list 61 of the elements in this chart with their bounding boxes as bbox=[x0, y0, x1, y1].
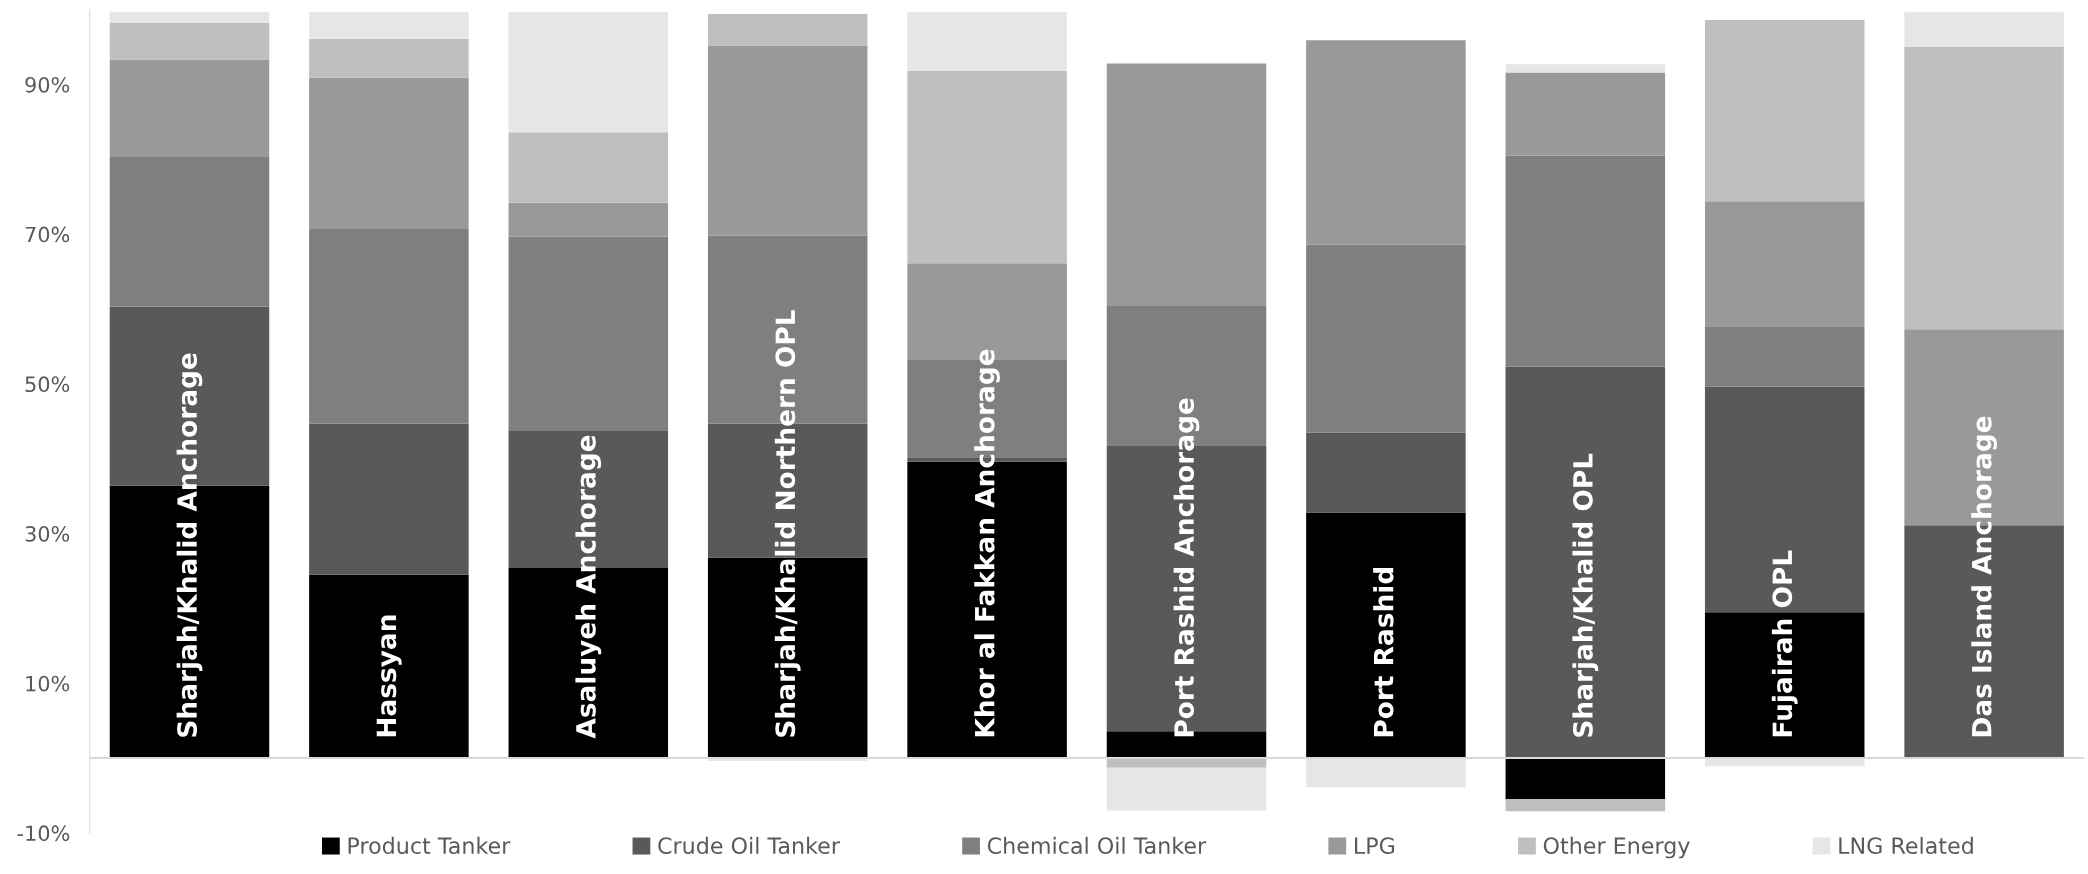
legend-label: Other Energy bbox=[1543, 836, 1690, 859]
bar bbox=[1306, 758, 1466, 788]
bar bbox=[1306, 244, 1466, 433]
y-tick-label: -10% bbox=[17, 825, 70, 842]
bar bbox=[1505, 799, 1666, 812]
bar bbox=[508, 132, 669, 203]
bar bbox=[309, 423, 469, 575]
bar bbox=[109, 23, 270, 60]
bar bbox=[309, 228, 469, 424]
bar bbox=[1904, 47, 2064, 330]
bar bbox=[109, 59, 270, 158]
bar bbox=[1505, 366, 1666, 759]
bar bbox=[508, 236, 669, 431]
legend-label: Chemical Oil Tanker bbox=[987, 836, 1207, 855]
y-tick-label: 70% bbox=[25, 226, 70, 243]
bar bbox=[1505, 758, 1666, 800]
y-tick-label: 50% bbox=[25, 376, 70, 393]
x-tick-label: Asaluyeh Anchorage bbox=[575, 435, 602, 739]
bar bbox=[309, 574, 469, 759]
bar bbox=[1704, 386, 1865, 613]
legend-label: LPG bbox=[1355, 837, 1395, 855]
x-tick-label: Hassyan bbox=[376, 615, 402, 737]
bar bbox=[309, 38, 469, 78]
bar bbox=[707, 14, 868, 46]
bar bbox=[1306, 40, 1466, 245]
bar bbox=[1106, 758, 1267, 768]
bar bbox=[1505, 72, 1666, 156]
x-tick-label: Das Island Anchorage bbox=[1971, 416, 1997, 737]
y-tick-label: 90% bbox=[25, 76, 70, 93]
x-tick-label: Khor al Fakkan Anchorage bbox=[974, 349, 1000, 737]
x-tick-label: Sharjah/Khalid Anchorage bbox=[176, 353, 203, 737]
bar bbox=[1106, 63, 1267, 306]
legend-label: Product Tanker bbox=[348, 836, 511, 855]
bar bbox=[508, 11, 669, 133]
bar bbox=[309, 77, 469, 229]
bar bbox=[1306, 512, 1466, 759]
x-tick-label: Fujairah OPL bbox=[1771, 550, 1798, 737]
bar bbox=[907, 11, 1067, 71]
bar bbox=[508, 202, 669, 237]
bar bbox=[109, 11, 270, 24]
bar bbox=[907, 70, 1067, 264]
bar bbox=[1106, 767, 1267, 811]
y-tick-label: 30% bbox=[25, 525, 70, 542]
bar bbox=[707, 45, 868, 236]
bar bbox=[1904, 11, 2064, 48]
bar bbox=[1505, 155, 1666, 367]
legend-label: Crude Oil Tanker bbox=[658, 836, 840, 855]
bar bbox=[1704, 20, 1865, 202]
bar bbox=[109, 157, 270, 307]
bar bbox=[309, 11, 469, 39]
y-tick-label: 10% bbox=[26, 675, 70, 692]
x-tick-label: Port Rashid Anchorage bbox=[1173, 398, 1200, 737]
bar bbox=[1704, 612, 1865, 759]
x-tick-label: Sharjah/Khalid OPL bbox=[1572, 453, 1599, 737]
x-tick-label: Sharjah/Khalid Northern OPL bbox=[774, 310, 801, 737]
bar bbox=[1704, 326, 1865, 387]
bar bbox=[1505, 64, 1666, 73]
legend-label: LNG Related bbox=[1839, 836, 1973, 855]
x-tick-label: Port Rashid bbox=[1373, 568, 1394, 737]
bar bbox=[1306, 432, 1466, 513]
bar bbox=[1704, 201, 1865, 327]
